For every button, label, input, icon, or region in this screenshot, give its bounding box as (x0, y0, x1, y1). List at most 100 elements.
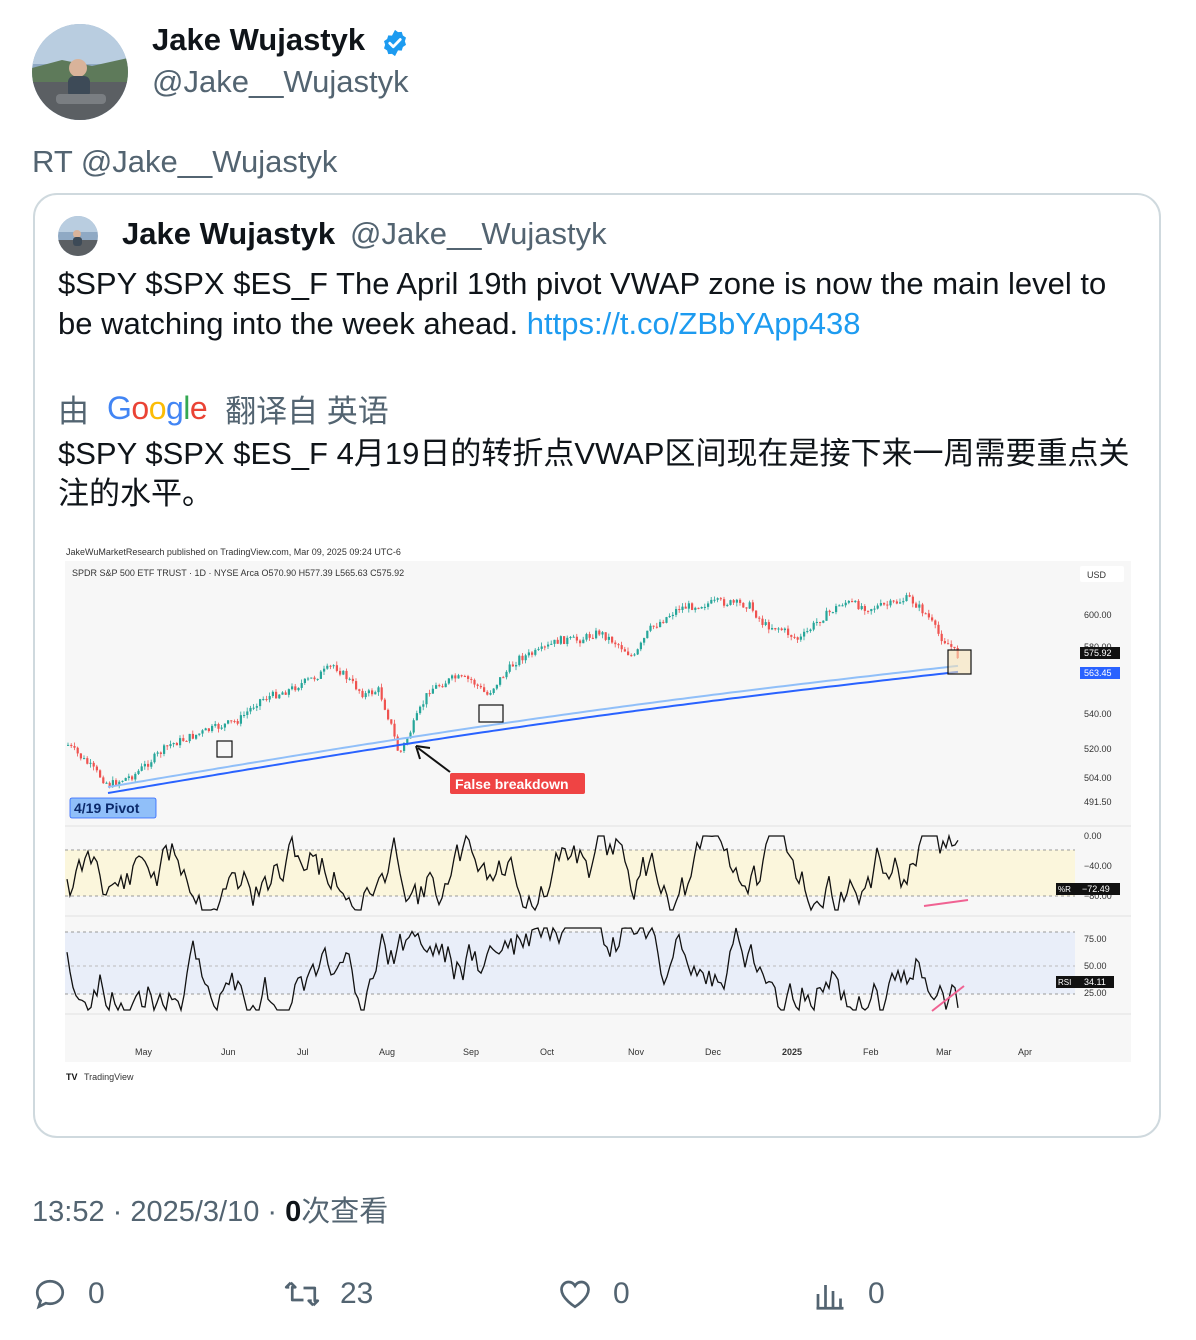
translation-attribution: 由 Google 翻译自 英语 (58, 386, 389, 431)
candle-body (349, 679, 351, 680)
candle-body (512, 664, 514, 666)
views-count: 0 (285, 1196, 301, 1228)
candle-body (265, 699, 267, 700)
candle-body (73, 746, 75, 748)
reply-icon (32, 1276, 68, 1312)
candle-body (157, 752, 159, 753)
candle-body (589, 634, 591, 638)
author-handle[interactable]: @Jake__Wujastyk (152, 64, 409, 100)
candle-body (374, 692, 376, 694)
candle-body (931, 617, 933, 620)
author-name[interactable]: Jake Wujastyk (152, 22, 365, 58)
candle-body (713, 600, 715, 601)
candle-body (169, 744, 171, 746)
candle-body (886, 605, 888, 606)
views-button[interactable]: 0 (812, 1272, 885, 1316)
attached-chart-image[interactable]: JakeWuMarketResearch published on Tradin… (58, 540, 1138, 1085)
candle-body (637, 649, 639, 654)
candle-body (342, 671, 344, 675)
candle-body (918, 604, 920, 607)
candle-body (848, 601, 850, 603)
candle-body (489, 693, 491, 695)
candle-body (691, 603, 693, 610)
candle-body (915, 603, 917, 607)
candle-body (128, 776, 130, 778)
candle-body (630, 655, 632, 656)
reply-button[interactable]: 0 (32, 1272, 105, 1316)
candle-body (761, 619, 763, 625)
quoted-tweet-link[interactable]: https://t.co/ZBbYApp438 (527, 306, 861, 341)
candle-body (352, 679, 354, 681)
month-label: Dec (705, 1047, 722, 1057)
wr-tag-label: %R (1058, 885, 1071, 894)
candle-body (227, 720, 229, 723)
candle-body (467, 676, 469, 679)
candle-body (790, 635, 792, 637)
candle-body (739, 600, 741, 603)
candle-body (765, 622, 767, 625)
candle-body (541, 646, 543, 648)
candle-body (621, 645, 623, 649)
candle-body (333, 665, 335, 666)
candle-body (704, 607, 706, 608)
quoted-avatar[interactable] (58, 216, 98, 256)
candle-body (640, 643, 642, 650)
candle-body (438, 685, 440, 686)
candle-body (281, 692, 283, 694)
price-tick: 504.00 (1084, 773, 1112, 783)
candle-body (473, 680, 475, 685)
candle-body (614, 643, 616, 645)
candle-body (806, 631, 808, 632)
currency-label: USD (1087, 570, 1107, 580)
candle-body (787, 629, 789, 635)
candle-body (893, 601, 895, 602)
retweet-count: 23 (340, 1277, 373, 1311)
candle-body (646, 631, 648, 638)
rsi-tick: 50.00 (1084, 961, 1107, 971)
candle-body (707, 603, 709, 606)
like-button[interactable]: 0 (557, 1272, 630, 1316)
candle-body (336, 665, 338, 671)
quoted-author-name[interactable]: Jake Wujastyk (122, 216, 335, 252)
candle-body (729, 600, 731, 605)
candle-body (230, 720, 232, 721)
tradingview-logo-icon: TV (66, 1072, 78, 1082)
candle-body (611, 637, 613, 643)
candle-body (889, 601, 891, 606)
candle-body (275, 692, 277, 698)
candle-body (256, 706, 258, 708)
candle-body (102, 777, 104, 783)
candle-body (448, 678, 450, 683)
candle-body (557, 640, 559, 644)
candle-body (77, 748, 79, 754)
candle-body (784, 629, 786, 631)
candle-body (70, 745, 72, 746)
quoted-author-handle[interactable]: @Jake__Wujastyk (350, 216, 607, 252)
month-label: Jun (221, 1047, 236, 1057)
timestamp-text[interactable]: 13:52 · 2025/3/10 · (32, 1196, 285, 1228)
candle-body (278, 695, 280, 699)
month-label: Sep (463, 1047, 479, 1057)
candle-body (317, 679, 319, 680)
candle-body (681, 607, 683, 610)
month-label: Feb (863, 1047, 879, 1057)
google-logo: Google (107, 390, 207, 427)
candle-body (307, 679, 309, 680)
candle-body (659, 622, 661, 627)
reply-count: 0 (88, 1277, 105, 1311)
candle-body (710, 600, 712, 603)
candle-body (838, 605, 840, 606)
candle-body (173, 743, 175, 744)
candle-body (131, 776, 133, 779)
candle-body (653, 626, 655, 627)
candle-body (685, 607, 687, 609)
candle-body (768, 622, 770, 629)
candle-body (864, 606, 866, 611)
candle-body (624, 649, 626, 651)
candle-body (249, 708, 251, 712)
retweet-button[interactable]: 23 (284, 1272, 373, 1316)
candle-body (566, 638, 568, 644)
heart-icon (557, 1276, 593, 1312)
candle-body (297, 688, 299, 690)
avatar[interactable] (32, 24, 128, 120)
